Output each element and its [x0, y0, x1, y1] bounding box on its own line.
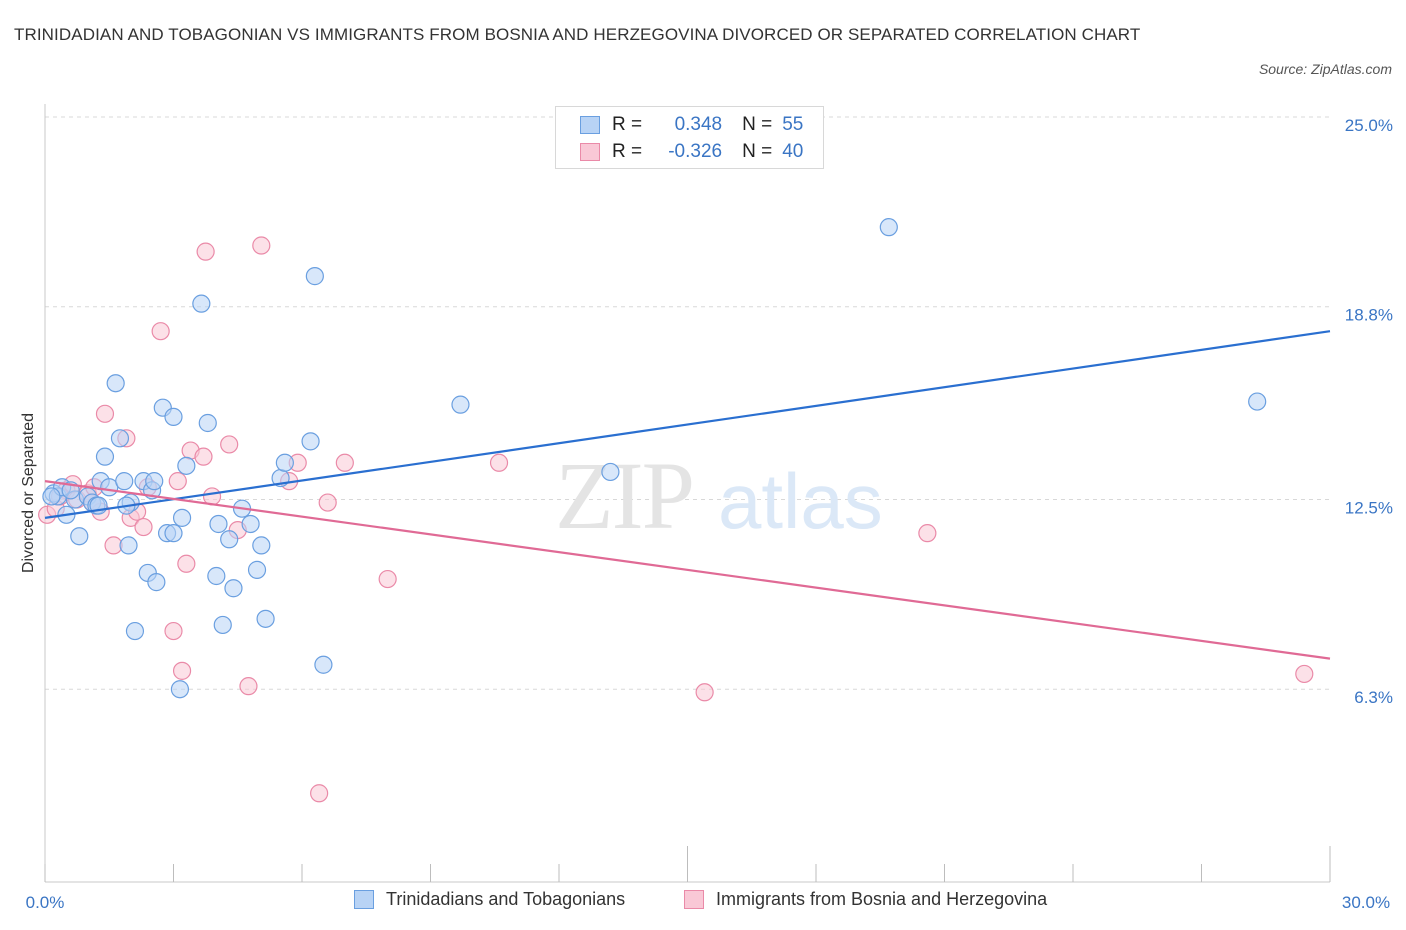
legend-r-value: -0.326 — [668, 141, 723, 162]
y-tick-label: 25.0% — [1345, 116, 1393, 135]
source-label: Source: ZipAtlas.com — [1258, 61, 1392, 77]
legend-n-label: N = — [742, 114, 773, 135]
y-tick-labels: 25.0% 18.8% 12.5% 6.3% — [1345, 116, 1393, 707]
data-point-trinidad — [115, 472, 134, 491]
data-point-trinidad — [207, 566, 226, 586]
data-point-trinidad — [192, 294, 211, 313]
data-point-bosnia — [172, 661, 192, 680]
x-ticks — [44, 846, 1331, 882]
data-point-bosnia — [918, 524, 937, 543]
data-point-bosnia — [252, 236, 271, 255]
stats-legend: R = 0.348 N = 55 R = -0.326 N = 40 — [555, 106, 824, 169]
data-point-trinidad — [1248, 392, 1267, 411]
data-point-trinidad — [106, 374, 125, 393]
data-point-bosnia — [489, 453, 509, 472]
data-point-bosnia — [695, 683, 714, 702]
data-point-bosnia — [168, 472, 187, 491]
trend-line-bosnia — [44, 480, 1331, 660]
data-point-trinidad — [170, 680, 190, 699]
legend-row-bosnia: R = -0.326 N = 40 — [580, 140, 803, 164]
data-point-trinidad — [164, 524, 183, 543]
data-point-bosnia — [95, 404, 115, 423]
data-point-trinidad — [275, 453, 294, 472]
legend-r-label: R = — [612, 114, 643, 135]
data-point-trinidad — [252, 536, 271, 555]
y-tick-label: 6.3% — [1354, 688, 1393, 707]
data-point-bosnia — [1295, 664, 1314, 684]
data-point-bosnia — [378, 569, 397, 589]
legend-swatch-pink — [684, 890, 704, 909]
data-point-trinidad — [95, 447, 115, 466]
y-axis-label: Divorced or Separated — [20, 413, 37, 573]
legend-n-value: 40 — [782, 141, 804, 162]
series-legend: Trinidadians and Tobagonians Immigrants … — [0, 889, 1406, 915]
data-point-bosnia — [310, 784, 329, 803]
series-trinidad-points — [42, 218, 1267, 699]
data-point-trinidad — [172, 508, 192, 527]
y-tick-label: 18.8% — [1345, 306, 1393, 325]
data-point-trinidad — [119, 536, 138, 555]
data-point-bosnia — [134, 517, 153, 537]
data-point-trinidad — [164, 407, 183, 426]
data-point-trinidad — [256, 609, 275, 628]
legend-n-value: 55 — [782, 114, 804, 135]
data-point-bosnia — [335, 453, 354, 472]
y-tick-label: 12.5% — [1345, 499, 1393, 518]
legend-row-trinidad: R = 0.348 N = 55 — [580, 113, 803, 137]
data-point-trinidad — [213, 615, 232, 635]
watermark-atlas: atlas — [718, 457, 883, 545]
data-point-trinidad — [224, 579, 243, 598]
data-point-trinidad — [220, 530, 239, 549]
data-point-bosnia — [194, 447, 213, 466]
data-point-bosnia — [196, 242, 215, 261]
chart-title: TRINIDADIAN AND TOBAGONIAN VS IMMIGRANTS… — [14, 25, 1141, 44]
data-point-trinidad — [70, 527, 89, 546]
x-tick-label-min: 0.0% — [26, 893, 65, 912]
data-point-bosnia — [239, 677, 258, 696]
grid — [45, 116, 1330, 690]
data-point-trinidad — [110, 429, 130, 448]
legend-r-label: R = — [612, 141, 643, 162]
legend-swatch-blue — [354, 890, 374, 909]
watermark-zip: ZIP — [555, 442, 693, 549]
legend-label-bosnia: Immigrants from Bosnia and Herzegovina — [716, 889, 1048, 909]
legend-n-label: N = — [742, 141, 773, 162]
data-point-trinidad — [451, 395, 470, 414]
data-point-trinidad — [145, 472, 164, 491]
trend-lines — [44, 330, 1331, 660]
data-point-trinidad — [241, 514, 260, 534]
data-point-bosnia — [177, 554, 196, 573]
data-point-trinidad — [209, 514, 228, 534]
legend-r-value: 0.348 — [674, 114, 723, 135]
data-point-bosnia — [151, 322, 170, 341]
legend-swatch-blue — [580, 116, 600, 134]
data-point-trinidad — [147, 573, 166, 592]
trend-line-trinidad — [44, 330, 1331, 519]
legend-label-trinidad: Trinidadians and Tobagonians — [386, 889, 626, 909]
legend-item-trinidad: Trinidadians and Tobagonians — [354, 889, 625, 910]
data-point-trinidad — [42, 487, 61, 506]
data-point-bosnia — [318, 493, 337, 512]
legend-item-bosnia: Immigrants from Bosnia and Herzegovina — [684, 889, 1047, 910]
data-point-trinidad — [247, 560, 267, 579]
x-tick-label-max: 30.0% — [1342, 893, 1390, 912]
data-point-trinidad — [305, 267, 324, 286]
data-point-trinidad — [125, 621, 145, 641]
data-point-trinidad — [879, 218, 898, 237]
data-point-bosnia — [164, 621, 183, 641]
data-point-trinidad — [314, 655, 333, 674]
data-point-trinidad — [198, 413, 217, 433]
data-point-trinidad — [301, 432, 320, 451]
data-point-bosnia — [220, 435, 239, 454]
data-point-trinidad — [601, 462, 620, 482]
legend-swatch-pink — [580, 143, 600, 161]
data-point-trinidad — [177, 456, 196, 475]
